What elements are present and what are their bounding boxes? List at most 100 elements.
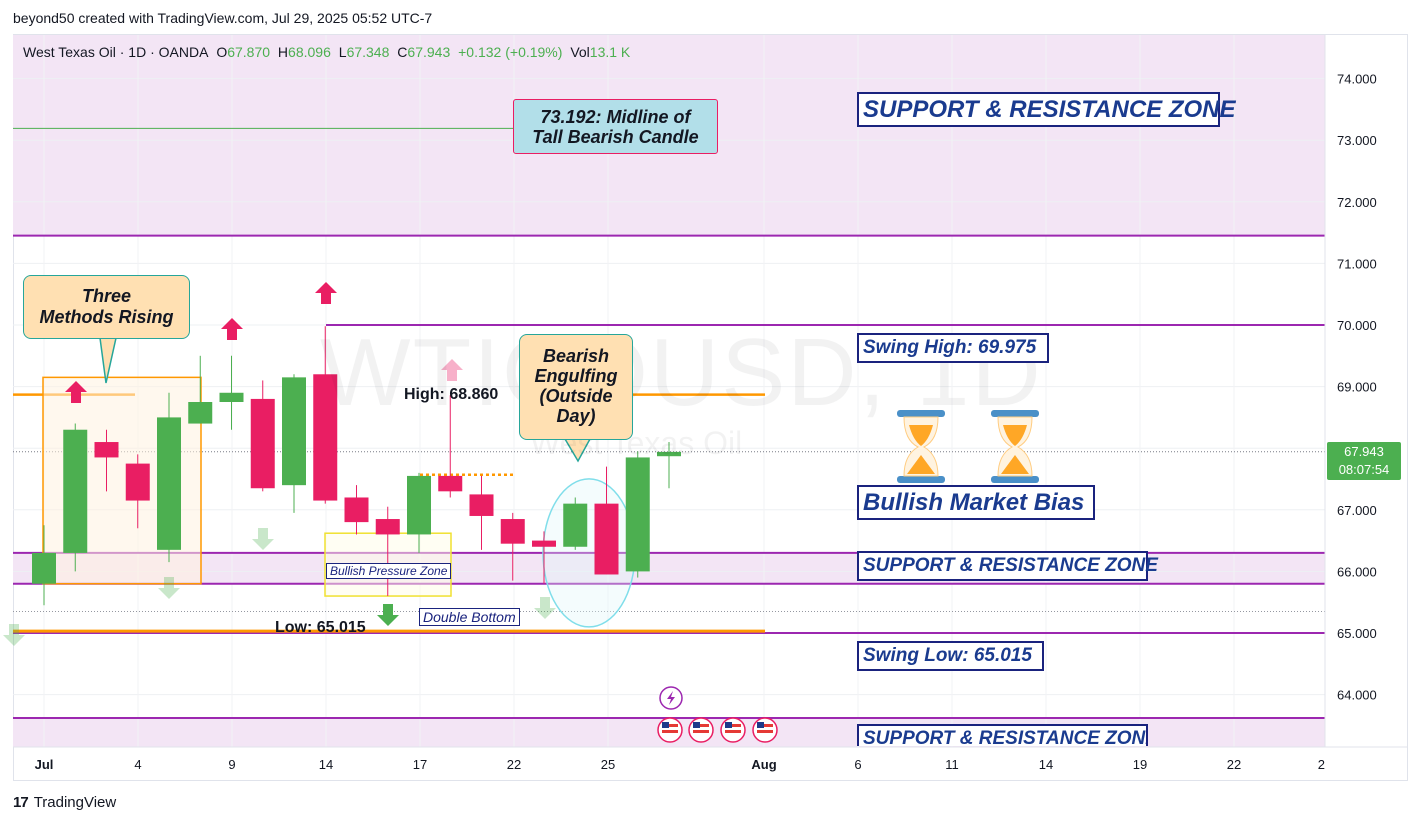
three-methods-callout[interactable]: Three Methods Rising [23, 275, 190, 339]
candle-body [469, 494, 494, 516]
y-tick-label: 69.000 [1337, 380, 1377, 395]
legend-change: +0.132 (+0.19%) [458, 44, 563, 60]
flag-stripe [725, 724, 741, 727]
double-bottom-label[interactable]: Double Bottom [419, 608, 520, 626]
current-price: 67.943 [1344, 444, 1384, 459]
candle-body [625, 457, 650, 572]
x-tick-label: 22 [507, 757, 521, 772]
candle-body [250, 398, 275, 489]
candle-body [313, 374, 338, 501]
candle-body [32, 552, 56, 584]
hourglass-sand-bottom [1001, 455, 1029, 474]
candle-body [125, 463, 150, 501]
x-tick-label: 6 [854, 757, 861, 772]
flag-stripe [662, 730, 678, 733]
candle [563, 497, 588, 550]
chart-credit: beyond50 created with TradingView.com, J… [13, 10, 433, 26]
candle [438, 395, 463, 498]
candle-body [563, 503, 588, 547]
candle [657, 442, 681, 489]
footer-brand[interactable]: 17 TradingView [13, 794, 116, 811]
legend-open: O67.870 [216, 44, 271, 60]
sr-zone-bottom-label[interactable]: SUPPORT & RESISTANCE ZONE [857, 724, 1148, 746]
flag-stripe [757, 724, 773, 727]
candle [157, 392, 181, 563]
bearish-engulfing-callout[interactable]: Bearish Engulfing (Outside Day) [519, 334, 633, 440]
engulfing-ellipse [542, 478, 636, 628]
x-tick-label: 4 [134, 757, 141, 772]
legend-symbol[interactable]: West Texas Oil · 1D · OANDA [23, 44, 209, 60]
footer-brand-text: TradingView [33, 794, 117, 811]
sr-zone-top-label[interactable]: SUPPORT & RESISTANCE ZONE [857, 92, 1236, 127]
x-tick-label: 14 [319, 757, 333, 772]
y-tick-label: 72.000 [1337, 195, 1377, 210]
legend-volume: Vol13.1 K [570, 44, 631, 60]
candle [188, 355, 213, 424]
candle [594, 466, 619, 575]
hourglass-base [897, 476, 945, 483]
y-tick-label: 73.000 [1337, 133, 1377, 148]
candle [344, 485, 369, 535]
candle-body [657, 451, 681, 457]
flag-stripe [725, 730, 741, 733]
x-tick-label: 19 [1133, 757, 1147, 772]
x-tick-label: 14 [1039, 757, 1053, 772]
flag-stripe [693, 730, 709, 733]
swing-high-label[interactable]: Swing High: 69.975 [857, 333, 1049, 363]
legend-high: H68.096 [277, 44, 331, 60]
y-tick-label: 65.000 [1337, 626, 1377, 641]
flag-stripe [693, 724, 709, 727]
bearish-line4: Day) [556, 406, 596, 426]
legend-low: L67.348 [338, 44, 390, 60]
sr-zone-mid-label[interactable]: SUPPORT & RESISTANCE ZONE [857, 551, 1158, 581]
bar-countdown: 08:07:54 [1338, 462, 1390, 477]
event-icons [657, 686, 778, 743]
y-tick-label: 66.000 [1337, 564, 1377, 579]
hourglass-sand-bottom [907, 455, 935, 474]
bullish-pressure-zone-label[interactable]: Bullish Pressure Zone [326, 563, 452, 579]
midline-callout[interactable]: 73.192: Midline of Tall Bearish Candle [513, 99, 718, 154]
x-tick-label: Aug [751, 757, 776, 772]
down-arrow-icon [3, 624, 25, 646]
candle [625, 451, 650, 578]
candle [532, 531, 556, 584]
candle-body [500, 519, 525, 544]
tradingview-logo-icon: 17 [13, 794, 29, 811]
bearish-line3: (Outside [539, 386, 613, 406]
hourglass-base [991, 476, 1039, 483]
candle-body [532, 540, 556, 547]
hourglass-cap [991, 410, 1039, 417]
candle [500, 512, 525, 581]
up-arrow-icon [441, 359, 463, 381]
bearish-line2: Engulfing [534, 366, 618, 386]
candle-body [188, 402, 213, 424]
x-tick-label: Jul [35, 757, 54, 772]
candle-body [63, 429, 88, 553]
down-arrow-icon [252, 528, 274, 550]
candle [94, 429, 119, 492]
x-tick-label: 17 [413, 757, 427, 772]
current-price-tag[interactable]: 67.943 08:07:54 [1327, 442, 1401, 480]
chart-pane[interactable] [13, 34, 1408, 781]
candle-body [438, 475, 463, 492]
candle-body [375, 519, 400, 535]
flag-canton [725, 722, 732, 728]
hourglass-sand-top [1003, 425, 1027, 446]
candle-body [282, 377, 306, 486]
bearish-line1: Bearish [542, 346, 610, 366]
up-arrow-icon [315, 282, 337, 304]
low-label: Low: 65.015 [275, 619, 366, 636]
down-arrow-icon [534, 597, 556, 619]
x-tick-label: 2 [1318, 757, 1325, 772]
candle [250, 380, 275, 492]
swing-low-label[interactable]: Swing Low: 65.015 [857, 641, 1044, 671]
ohlc-legend[interactable]: West Texas Oil · 1D · OANDA O67.870 H68.… [23, 44, 634, 60]
bias-label[interactable]: Bullish Market Bias [857, 485, 1095, 520]
y-tick-label: 74.000 [1337, 72, 1377, 87]
candle [407, 472, 431, 553]
candle-body [594, 503, 619, 575]
y-tick-label: 71.000 [1337, 256, 1377, 271]
lightning-glyph [667, 691, 675, 705]
x-tick-label: 25 [601, 757, 615, 772]
candle-body [94, 442, 119, 458]
